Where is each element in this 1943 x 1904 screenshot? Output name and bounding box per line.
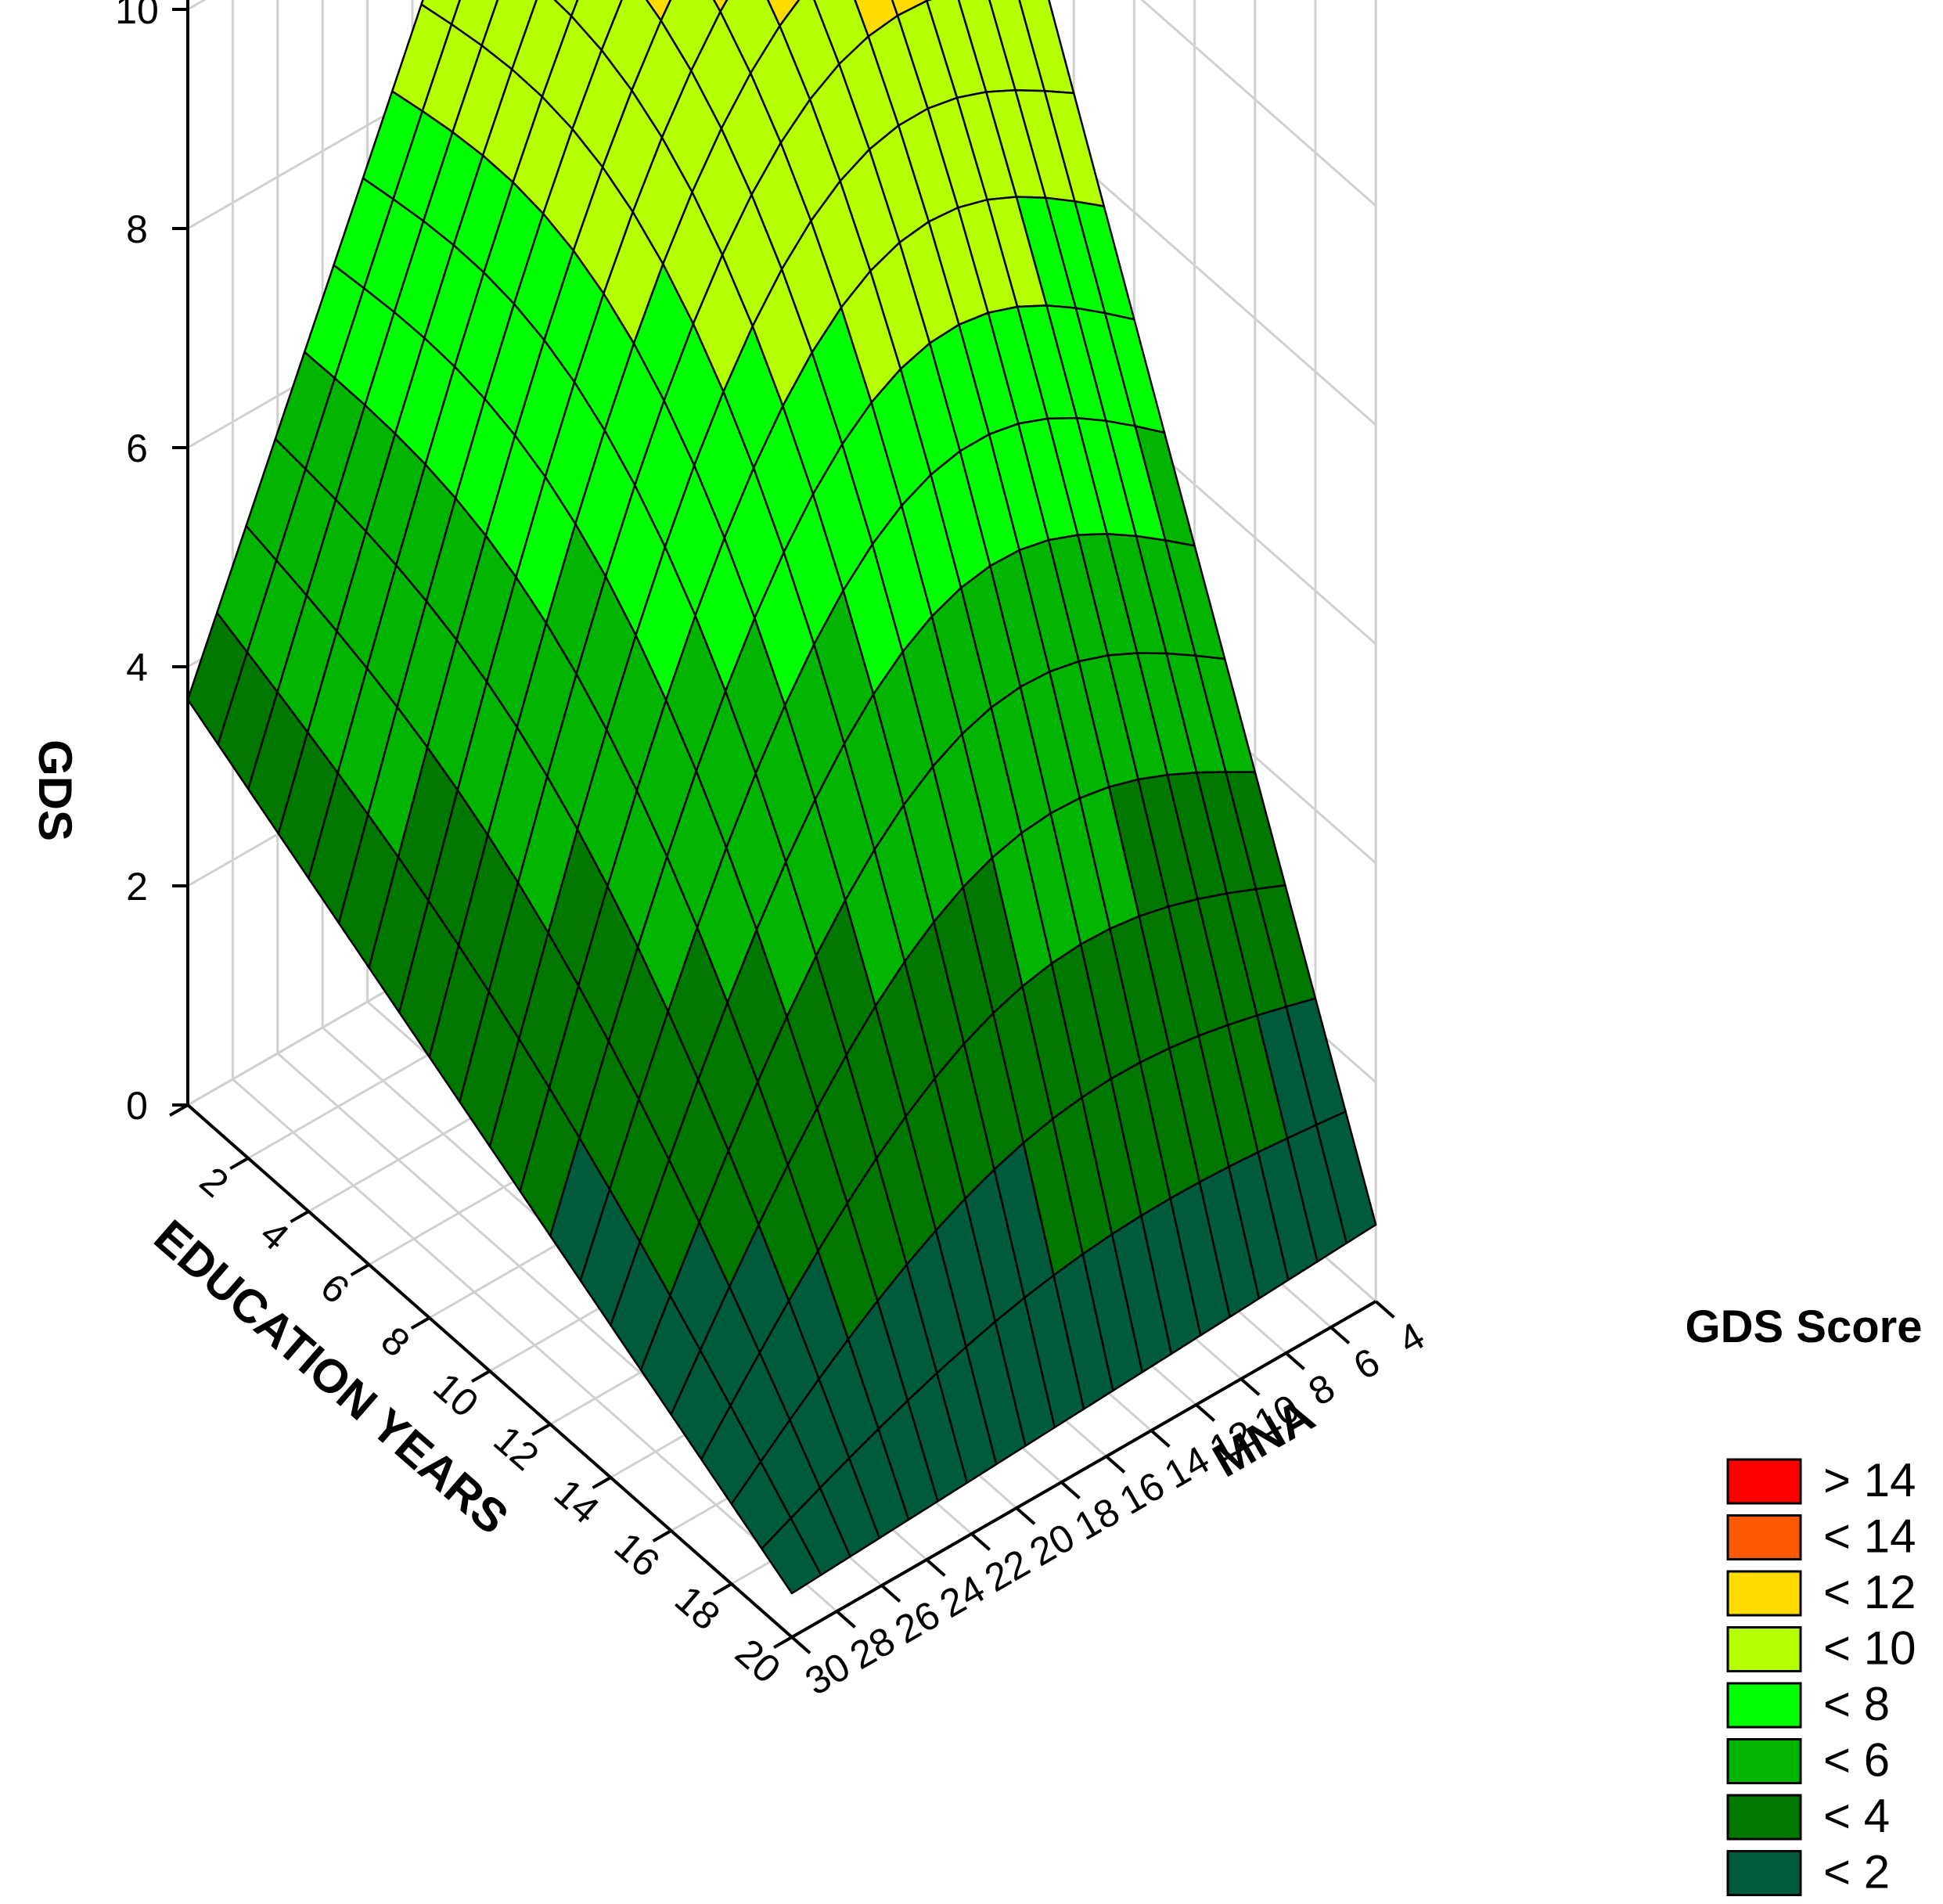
mna-tick-label: 30 — [797, 1644, 857, 1704]
z-tick-label: 2 — [126, 865, 148, 909]
z-tick-label: 10 — [115, 0, 159, 32]
legend-swatch — [1726, 1682, 1802, 1729]
legend-label: < 2 — [1823, 1846, 1890, 1899]
education-tick-label: 2 — [192, 1158, 237, 1206]
legend-label: < 10 — [1823, 1622, 1916, 1675]
mna-tick-label: 26 — [887, 1593, 947, 1652]
legend-swatch — [1726, 1850, 1802, 1896]
z-tick-label: 6 — [126, 427, 148, 470]
mna-tick-label: 20 — [1022, 1515, 1081, 1575]
legend-swatch — [1726, 1570, 1802, 1617]
legend-swatch — [1726, 1738, 1802, 1784]
legend-label: > 14 — [1823, 1454, 1916, 1506]
legend-swatch — [1726, 1626, 1802, 1672]
mna-tick-label: 22 — [977, 1541, 1037, 1600]
mna-tick-label: 6 — [1346, 1340, 1387, 1388]
education-tick-label: 18 — [667, 1577, 729, 1639]
z-tick-label: 0 — [126, 1084, 148, 1128]
education-tick-label: 14 — [546, 1470, 608, 1532]
legend: GDS Score > 14< 14< 12< 10< 8< 6< 4< 2 — [1686, 1301, 1923, 1899]
gds-surface — [186, 0, 1377, 1595]
education-tick-label: 12 — [485, 1417, 547, 1479]
education-tick-label: 6 — [312, 1265, 358, 1312]
legend-label: < 12 — [1823, 1566, 1916, 1618]
mna-tick-label: 18 — [1067, 1489, 1127, 1549]
legend-label: < 14 — [1823, 1510, 1916, 1563]
legend-title: GDS Score — [1686, 1301, 1923, 1352]
z-tick-label: 4 — [126, 646, 148, 689]
legend-label: < 4 — [1823, 1790, 1890, 1842]
legend-swatch — [1726, 1514, 1802, 1560]
legend-swatch — [1726, 1458, 1802, 1505]
legend-swatch — [1726, 1794, 1802, 1841]
surface-cell — [1315, 1110, 1377, 1244]
z-tick-label: 8 — [126, 207, 148, 251]
legend-label: < 6 — [1823, 1734, 1890, 1787]
education-tick-label: 10 — [425, 1364, 487, 1426]
education-tick-label: 8 — [373, 1318, 419, 1366]
legend-label: < 8 — [1823, 1678, 1890, 1730]
education-tick-label: 16 — [606, 1524, 668, 1585]
education-tick-label: 20 — [727, 1630, 789, 1692]
z-axis-title: GDS — [29, 740, 81, 841]
education-tick-label: 4 — [252, 1211, 297, 1259]
mna-tick-label: 4 — [1391, 1314, 1432, 1362]
mna-tick-label: 24 — [933, 1567, 992, 1626]
mna-tick-label: 28 — [843, 1618, 902, 1678]
mna-tick-label: 16 — [1112, 1463, 1171, 1523]
axes — [169, 0, 1395, 1654]
